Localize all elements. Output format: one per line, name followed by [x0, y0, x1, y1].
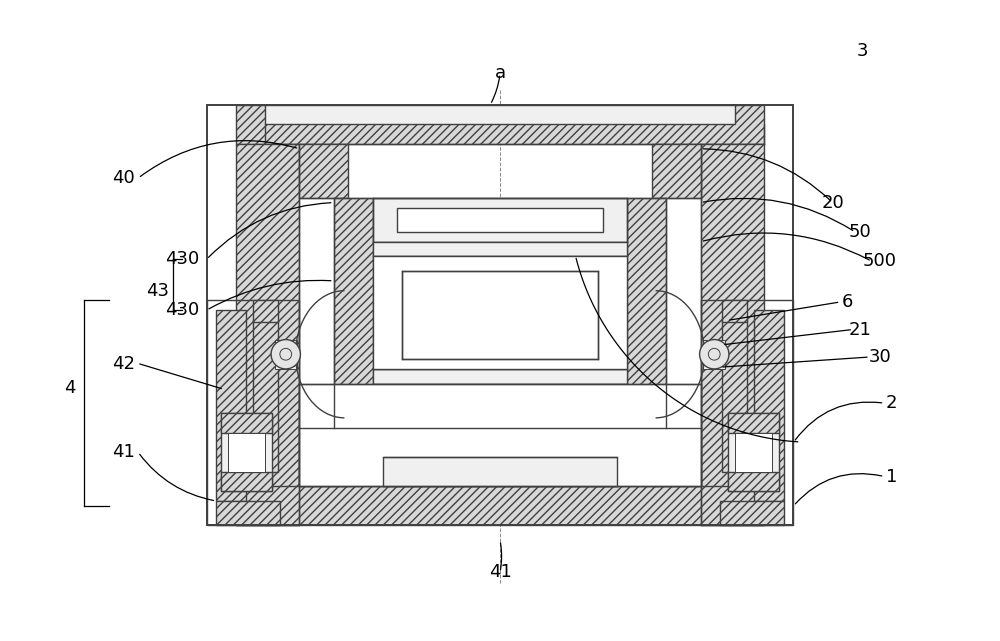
- Bar: [253, 301, 278, 322]
- Bar: [373, 197, 627, 242]
- Text: 42: 42: [112, 355, 135, 373]
- Bar: [236, 487, 764, 526]
- Text: 30: 30: [868, 348, 891, 366]
- Bar: [207, 301, 299, 526]
- Bar: [722, 301, 747, 322]
- Bar: [373, 369, 627, 383]
- Bar: [652, 144, 701, 197]
- Bar: [236, 104, 764, 144]
- Text: 500: 500: [863, 253, 897, 271]
- Bar: [735, 433, 772, 472]
- Bar: [278, 342, 294, 366]
- Text: 3: 3: [856, 42, 868, 60]
- Text: 21: 21: [849, 320, 871, 339]
- Bar: [373, 256, 627, 369]
- Text: 4: 4: [64, 379, 75, 397]
- Bar: [265, 104, 735, 124]
- Text: 41: 41: [112, 443, 135, 461]
- Text: 2: 2: [886, 394, 897, 412]
- Bar: [216, 501, 280, 526]
- Bar: [216, 310, 246, 501]
- Bar: [722, 320, 747, 472]
- Bar: [402, 271, 598, 359]
- Bar: [207, 104, 793, 526]
- Bar: [728, 413, 779, 433]
- Bar: [397, 208, 603, 232]
- Bar: [275, 340, 297, 369]
- Bar: [754, 310, 784, 501]
- Bar: [652, 428, 701, 487]
- Bar: [253, 320, 278, 472]
- Text: 6: 6: [842, 294, 853, 312]
- Text: 430: 430: [165, 301, 199, 319]
- Text: 41: 41: [489, 563, 511, 581]
- Bar: [228, 433, 265, 472]
- Text: 40: 40: [112, 169, 135, 187]
- Bar: [221, 413, 272, 491]
- Text: 20: 20: [821, 194, 844, 212]
- Bar: [236, 144, 299, 526]
- Text: 43: 43: [146, 281, 169, 299]
- Bar: [221, 472, 272, 491]
- Bar: [373, 242, 627, 256]
- Bar: [299, 428, 348, 487]
- Bar: [334, 197, 373, 428]
- Bar: [701, 144, 764, 526]
- Bar: [728, 472, 779, 491]
- Circle shape: [700, 340, 729, 369]
- Bar: [706, 342, 722, 366]
- Bar: [299, 144, 348, 197]
- Text: 50: 50: [849, 223, 871, 241]
- Text: 430: 430: [165, 251, 199, 269]
- Circle shape: [271, 340, 300, 369]
- Bar: [383, 457, 617, 487]
- Text: a: a: [494, 65, 506, 83]
- Bar: [221, 413, 272, 433]
- Bar: [701, 301, 793, 526]
- Bar: [703, 340, 725, 369]
- Bar: [728, 413, 779, 491]
- Bar: [299, 383, 701, 487]
- Bar: [627, 197, 666, 428]
- Text: 1: 1: [886, 467, 897, 485]
- Bar: [720, 501, 784, 526]
